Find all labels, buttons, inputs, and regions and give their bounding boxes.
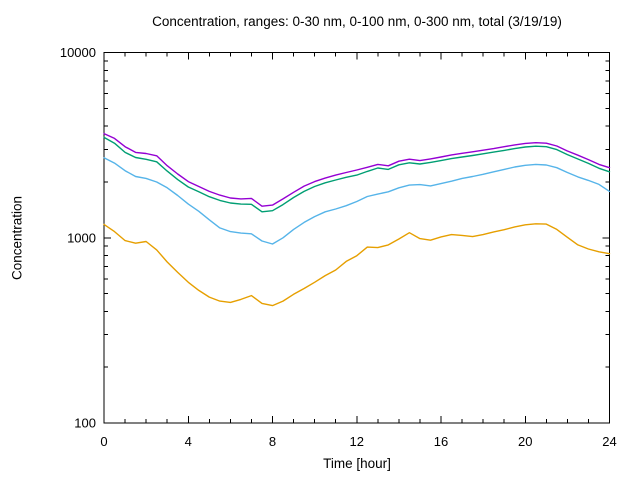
series-line-total [103,132,611,207]
plot-border [103,52,610,424]
x-tick-label: 20 [518,434,532,449]
series-line-0-300-nm [103,136,611,213]
y-tick-label: 10000 [60,45,96,60]
x-tick-label: 24 [602,434,616,449]
x-tick-label: 12 [350,434,364,449]
series-line-0-30-nm [103,223,611,307]
y-tick-label: 1000 [67,230,96,245]
chart-title: Concentration, ranges: 0-30 nm, 0-100 nm… [152,14,562,29]
series-line-0-100-nm [103,157,611,245]
x-tick-label: 4 [185,434,192,449]
x-tick-label: 16 [434,434,448,449]
y-axis-label: Concentration [9,195,25,281]
x-tick-label: 8 [269,434,276,449]
x-axis-label: Time [hour] [323,456,391,471]
x-tick-label: 0 [100,434,107,449]
y-tick-label: 100 [74,416,96,431]
